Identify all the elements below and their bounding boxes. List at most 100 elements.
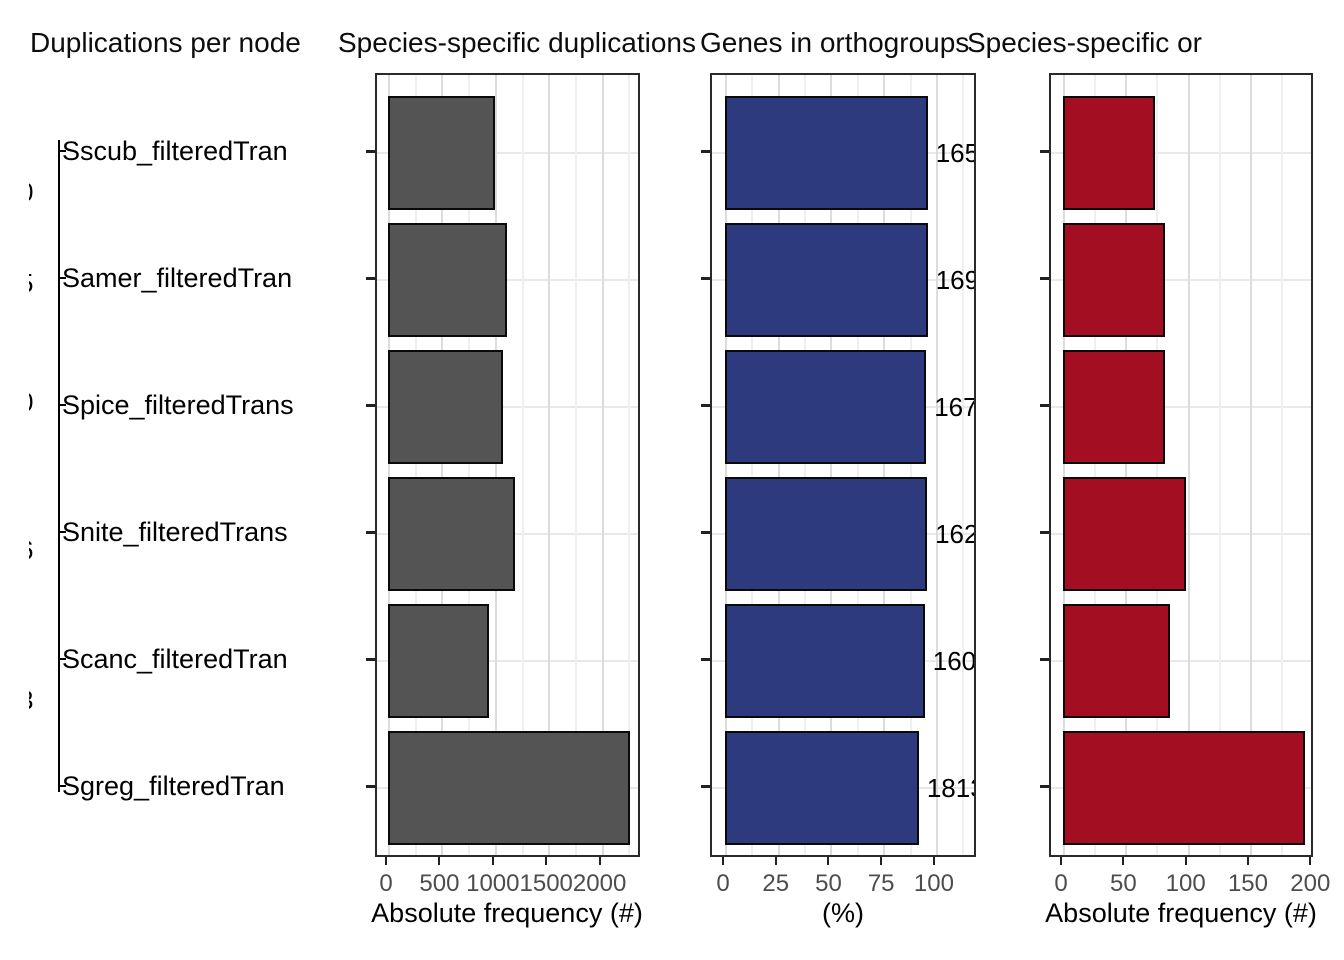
y-axis-tick (1040, 785, 1049, 788)
y-axis-tick (701, 658, 710, 661)
x-axis-tick (1122, 857, 1125, 865)
x-axis-tick-label: 50 (1109, 870, 1137, 897)
species-label: Sgreg_filteredTran (62, 771, 285, 801)
y-axis-tick (1040, 150, 1049, 153)
bar-Sgreg_filteredTran (388, 731, 631, 845)
x-axis-tick (1060, 857, 1062, 865)
species-label: Snite_filteredTrans (62, 517, 288, 547)
bar-Scanc_filteredTran (1063, 604, 1171, 718)
gridline-horizontal (1051, 152, 1311, 154)
tree-node-label-clipped: 0 (29, 386, 46, 418)
gridline-minor (574, 75, 577, 855)
gridline-horizontal (377, 152, 638, 154)
gridline-minor (1218, 75, 1221, 855)
panel-title-duplications-per-node: Duplications per node (30, 27, 301, 58)
gridline-horizontal (377, 406, 638, 408)
tree-tip-stub (59, 277, 66, 279)
gridline-horizontal (377, 660, 638, 662)
bar-value-label: 1813 (926, 773, 974, 803)
tree-tip-stub (59, 658, 66, 660)
tree-node-label-text: 3 (29, 684, 46, 716)
tree-node-label-text: 0 (29, 386, 46, 418)
gridline-minor (909, 75, 912, 855)
bar-Snite_filteredTrans (725, 477, 928, 591)
bar-Sgreg_filteredTran (1063, 731, 1305, 845)
x-axis-tick (827, 857, 830, 865)
gridline-horizontal (1051, 279, 1311, 281)
gridline-major (935, 75, 938, 855)
gridline-minor (628, 75, 631, 855)
bar-Snite_filteredTrans (1063, 477, 1187, 591)
tree-tip-stub (59, 785, 66, 787)
y-axis-tick (1040, 277, 1049, 280)
gridline-major (494, 75, 497, 855)
gridline-minor (804, 75, 807, 855)
x-axis-tick-label: 100 (1165, 870, 1206, 897)
tree-node-label-clipped: 5 (29, 267, 46, 299)
gridline-minor (856, 75, 859, 855)
bar-value-label: 169 (935, 265, 976, 295)
x-axis-tick-label: 1000 (466, 870, 520, 897)
x-axis-tick-label: 50 (815, 870, 842, 897)
gridline-major (1063, 75, 1065, 855)
x-axis-tick-label: 1500 (519, 870, 573, 897)
y-axis-tick (1040, 531, 1049, 534)
plot-panel-1: 165 169 167 162 160 1813 (710, 73, 976, 857)
bar-Scanc_filteredTran (388, 604, 490, 718)
y-axis-tick (366, 785, 375, 788)
plot-panel-2 (1049, 73, 1313, 857)
panel-title-genes-in-orthogroups: Genes in orthogroups (700, 27, 970, 58)
gridline-major (1249, 75, 1252, 855)
x-axis-tick-label: 25 (762, 870, 790, 897)
tree-tip-stub (59, 150, 66, 152)
gridline-horizontal (1051, 406, 1311, 408)
y-axis-tick (366, 150, 375, 153)
gridline-horizontal (1051, 660, 1311, 662)
x-axis-tick (722, 857, 724, 865)
gridline-major (548, 75, 551, 855)
panel-title-species-specific-duplications: Species-specific duplications (338, 27, 696, 58)
x-axis-tick (932, 857, 935, 865)
bar-Spice_filteredTrans (725, 350, 927, 464)
x-axis-tick-label: 200 (1290, 870, 1331, 897)
bar-Spice_filteredTrans (1063, 350, 1166, 464)
gridline-major (441, 75, 444, 855)
tree-tip-stub (59, 531, 66, 533)
species-label: Sscub_filteredTran (62, 136, 288, 166)
species-label: Scanc_filteredTran (62, 644, 288, 674)
species-label-column: Sscub_filteredTran Samer_filteredTran Spic… (62, 0, 347, 960)
gridline-minor (1281, 75, 1284, 855)
x-axis-tick-label: 0 (716, 870, 730, 897)
gridline-minor (751, 75, 754, 855)
bar-value-label: 165 (935, 138, 976, 168)
x-axis-tick (598, 857, 601, 865)
tree-tip-stub (59, 404, 66, 406)
bar-value-label: 167 (934, 392, 976, 422)
bar-Samer_filteredTran (388, 223, 507, 337)
gridline-horizontal (377, 279, 638, 281)
x-axis-tick-label: 75 (867, 870, 895, 897)
panel-title-species-specific-orthogroups: Species-specific or (967, 27, 1202, 58)
bar-Sgreg_filteredTran (725, 731, 919, 845)
x-axis-tick-label: 100 (913, 870, 954, 897)
x-axis-tick-label: 500 (419, 870, 460, 897)
x-axis-tick (438, 857, 441, 865)
y-axis-tick (701, 404, 710, 407)
tree-branch-line (58, 140, 60, 792)
y-axis-tick (701, 531, 710, 534)
axis-title-percent: (%) (822, 898, 864, 928)
gridline-major (1125, 75, 1128, 855)
bar-Sscub_filteredTran (1063, 96, 1156, 210)
gridline-minor (962, 75, 965, 855)
tree-node-label-text: 0 (29, 176, 46, 208)
x-axis-tick-label: 0 (1054, 870, 1068, 897)
tree-node-label-clipped: 0 (29, 176, 46, 208)
y-axis-tick (701, 785, 710, 788)
gridline-minor (468, 75, 471, 855)
bar-value-label: 162 (935, 519, 976, 549)
species-label: Spice_filteredTrans (62, 390, 294, 420)
gridline-major (830, 75, 833, 855)
bar-Samer_filteredTran (725, 223, 928, 337)
gridline-major (388, 75, 390, 855)
